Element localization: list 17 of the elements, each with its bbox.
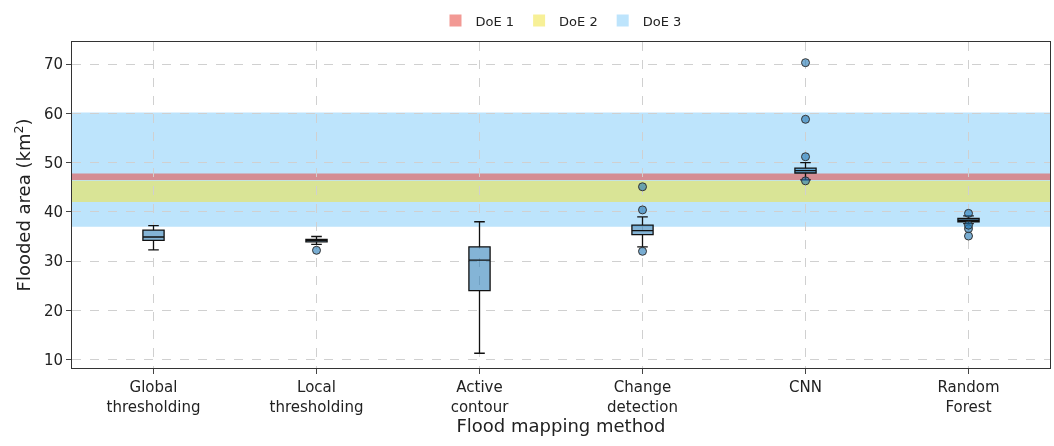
legend-label: DoE 3 [642, 13, 682, 29]
y-tick-label: 10 [43, 350, 63, 369]
legend-label: DoE 2 [559, 13, 598, 29]
x-tick-label: Change detection [607, 378, 678, 416]
y-tick-label: 70 [43, 55, 63, 74]
legend-label: DoE 1 [475, 13, 515, 29]
y-tick-label: 50 [43, 153, 63, 172]
y-tick-label: 20 [43, 301, 63, 320]
y-tick-label: 40 [43, 203, 63, 222]
x-tick-label: Local thresholding [269, 378, 364, 416]
x-tick-label: Random Forest [937, 378, 1000, 416]
x-tick-label: CNN [789, 378, 822, 396]
x-tick-label: Active contour [450, 378, 510, 416]
y-tick-label: 30 [43, 252, 63, 271]
y-tick-label: 60 [43, 104, 63, 123]
x-tick-label: Global thresholding [106, 378, 201, 416]
x-axis-title: Flood mapping method [456, 415, 666, 437]
